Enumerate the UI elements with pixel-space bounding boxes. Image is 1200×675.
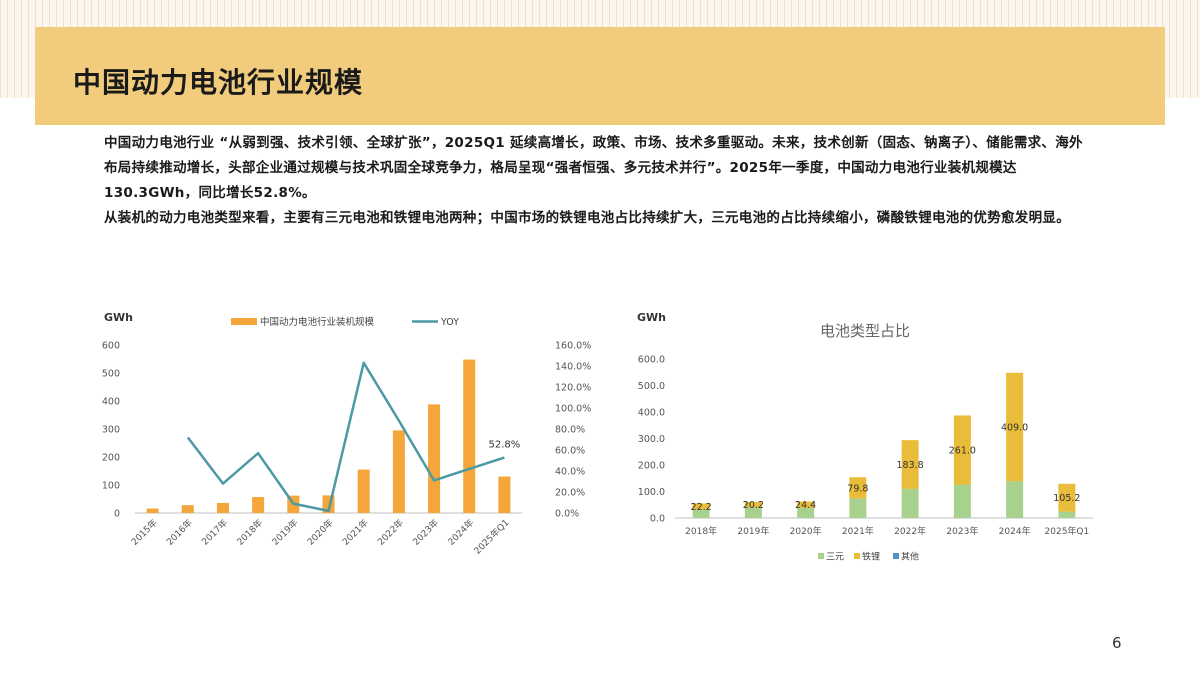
y-tick-label: 600 xyxy=(102,341,120,352)
bar-sanyuan-4 xyxy=(901,488,919,518)
x-tick-label: 2023年 xyxy=(410,517,441,548)
y-tick-label: 0 xyxy=(114,509,120,520)
x-tick-label: 2018年 xyxy=(234,517,265,548)
y-tick-label: 200.0 xyxy=(638,461,665,472)
y-tick-label: 200 xyxy=(102,453,120,464)
bar-sanyuan-6 xyxy=(1006,481,1024,518)
y2-tick-label: 140.0% xyxy=(555,362,591,373)
legend-swatch-capacity xyxy=(231,318,257,325)
y-tick-label: 400 xyxy=(102,397,120,408)
tieli-data-label: 20.2 xyxy=(743,500,764,511)
legend-swatch-tieli xyxy=(854,553,860,559)
bar-sanyuan-5 xyxy=(953,484,971,518)
summary-text: 中国动力电池行业 “从弱到强、技术引领、全球扩张”，2025Q1 延续高增长，政… xyxy=(104,131,1089,231)
bar-sanyuan-3 xyxy=(849,498,867,518)
y2-tick-label: 120.0% xyxy=(555,383,591,394)
bar-tieli-0 xyxy=(692,503,710,510)
bar-capacity-7 xyxy=(392,430,405,513)
x-tick-label: 2019年 xyxy=(737,525,769,537)
y-tick-label: 0.0 xyxy=(650,514,665,525)
bar-sanyuan-7 xyxy=(1058,511,1076,518)
x-tick-label: 2025年Q1 xyxy=(1045,525,1090,537)
legend-label-capacity: 中国动力电池行业装机规模 xyxy=(260,316,375,328)
bar-capacity-6 xyxy=(357,469,370,513)
y2-tick-label: 160.0% xyxy=(555,341,591,352)
bar-sanyuan-0 xyxy=(692,509,710,518)
x-tick-label: 2023年 xyxy=(946,525,978,537)
y-tick-label: 300.0 xyxy=(638,434,665,445)
x-tick-label: 2019年 xyxy=(269,517,300,548)
bar-tieli-2 xyxy=(797,501,815,508)
bar-tieli-7 xyxy=(1058,483,1076,512)
bar-capacity-0 xyxy=(146,508,159,513)
legend-label-tieli: 铁锂 xyxy=(862,551,880,563)
summary-paragraph-2: 从装机的动力电池类型来看，主要有三元电池和铁锂电池两种；中国市场的铁锂电池占比持… xyxy=(104,210,1070,226)
legend-swatch-sanyuan xyxy=(818,553,824,559)
y-tick-label: 100.0 xyxy=(638,487,665,498)
bar-tieli-4 xyxy=(901,440,919,489)
bar-tieli-6 xyxy=(1006,372,1024,482)
bar-capacity-2 xyxy=(216,502,229,513)
tieli-data-label: 22.2 xyxy=(691,502,712,513)
capacity-yoy-chart: GWh 0 100 200 300 400 500 600 0.0% 20.0% 40.0% 60.0… xyxy=(102,311,591,557)
bar-tieli-5 xyxy=(953,415,971,485)
bar-capacity-9 xyxy=(463,359,476,513)
y-axis-unit: GWh xyxy=(637,311,666,324)
title-band: 中国动力电池行业规模 xyxy=(35,27,1165,125)
yoy-data-label: 52.8% xyxy=(489,440,521,451)
x-tick-label: 2020年 xyxy=(305,517,336,548)
x-tick-label: 2021年 xyxy=(340,517,371,548)
y-tick-label: 100 xyxy=(102,481,120,492)
tieli-data-label: 105.2 xyxy=(1053,493,1080,504)
bar-capacity-10 xyxy=(498,476,511,513)
bar-sanyuan-1 xyxy=(744,507,762,518)
y2-tick-label: 80.0% xyxy=(555,425,585,436)
x-tick-label: 2018年 xyxy=(685,525,717,537)
y2-tick-label: 40.0% xyxy=(555,467,585,478)
x-tick-label: 2025年Q1 xyxy=(471,517,511,557)
legend-label-yoy: YOY xyxy=(440,317,459,328)
page-title: 中国动力电池行业规模 xyxy=(73,66,364,99)
y-tick-label: 500.0 xyxy=(638,381,665,392)
x-tick-label: 2021年 xyxy=(842,525,874,537)
bar-capacity-1 xyxy=(181,505,194,513)
tieli-data-label: 409.0 xyxy=(1001,422,1028,433)
legend-swatch-qita xyxy=(893,553,899,559)
y2-tick-label: 0.0% xyxy=(555,509,579,520)
page-number: 6 xyxy=(1112,634,1122,652)
chart-title: 电池类型占比 xyxy=(820,322,910,340)
battery-type-chart: GWh 电池类型占比 0.0 100.0 200.0 300.0 400.0 500.0 600… xyxy=(637,311,1093,563)
y-tick-label: 500 xyxy=(102,369,120,380)
bar-capacity-3 xyxy=(252,497,265,513)
legend-label-qita: 其他 xyxy=(901,551,919,563)
x-tick-label: 2022年 xyxy=(894,525,926,537)
bar-tieli-3 xyxy=(849,477,867,499)
bar-tieli-1 xyxy=(744,502,762,508)
legend-label-sanyuan: 三元 xyxy=(826,553,844,563)
yoy-line xyxy=(186,361,505,513)
y2-tick-label: 100.0% xyxy=(555,404,591,415)
x-tick-label: 2024年 xyxy=(999,525,1031,537)
y2-tick-label: 60.0% xyxy=(555,446,585,457)
tieli-data-label: 24.4 xyxy=(795,500,816,511)
y-axis-unit: GWh xyxy=(104,311,133,324)
x-tick-label: 2016年 xyxy=(164,517,195,548)
x-tick-label: 2024年 xyxy=(445,517,476,548)
tieli-data-label: 79.8 xyxy=(847,483,868,494)
y-tick-label: 300 xyxy=(102,425,120,436)
tieli-data-label: 261.0 xyxy=(949,446,976,457)
bar-capacity-8 xyxy=(428,404,441,513)
x-tick-label: 2022年 xyxy=(375,517,406,548)
x-tick-label: 2020年 xyxy=(790,525,822,537)
y2-tick-label: 20.0% xyxy=(555,488,585,499)
y-tick-label: 600.0 xyxy=(638,355,665,366)
summary-paragraph-1: 中国动力电池行业 “从弱到强、技术引领、全球扩张”，2025Q1 延续高增长，政… xyxy=(104,135,1083,201)
tieli-data-label: 183.8 xyxy=(897,460,924,471)
x-tick-label: 2015年 xyxy=(129,517,160,548)
x-tick-label: 2017年 xyxy=(199,517,230,548)
y-tick-label: 400.0 xyxy=(638,408,665,419)
bar-sanyuan-2 xyxy=(797,507,815,518)
